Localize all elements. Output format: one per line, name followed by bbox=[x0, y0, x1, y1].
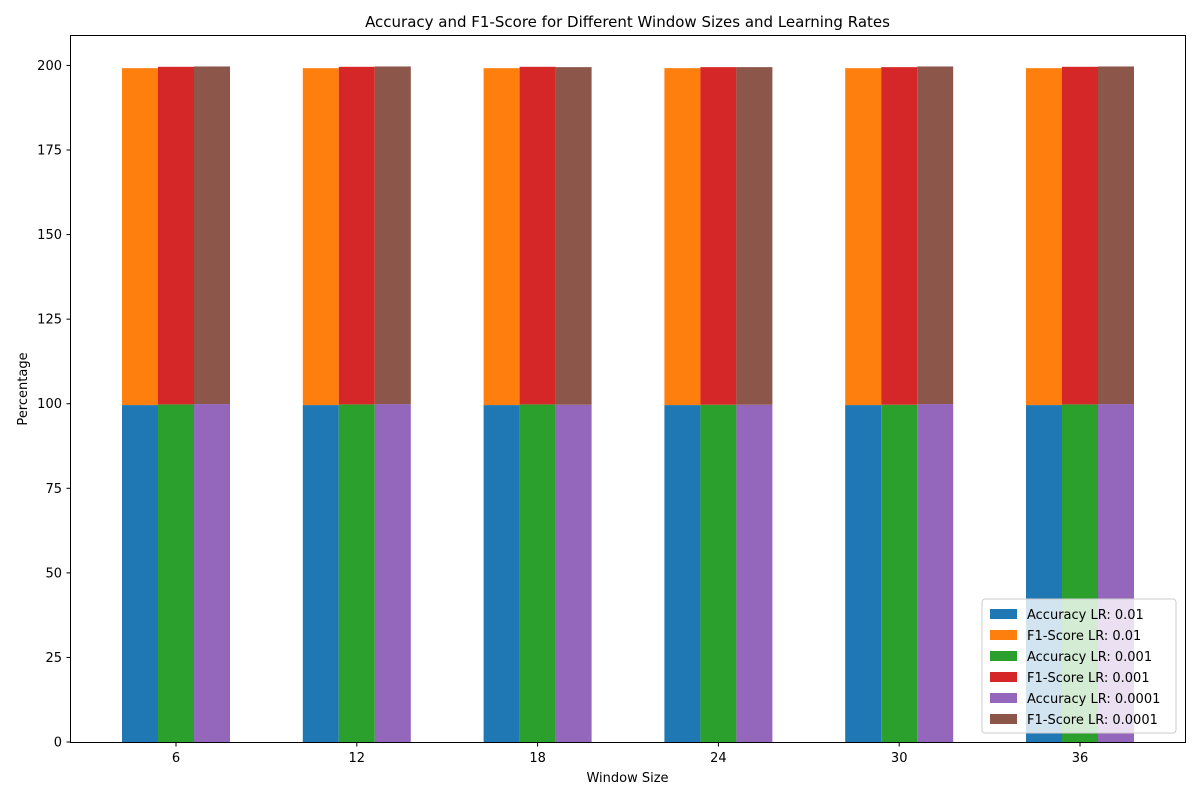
y-tick-label: 100 bbox=[37, 397, 62, 412]
bar-f1-lr-0_001-ws-6 bbox=[158, 66, 194, 405]
legend-swatch bbox=[990, 630, 1017, 640]
x-tick-label: 30 bbox=[891, 751, 908, 766]
bar-accuracy-lr-0_001-ws-18 bbox=[519, 404, 556, 742]
y-tick-label: 75 bbox=[45, 482, 62, 497]
bar-f1-lr-0_01-ws-30 bbox=[845, 68, 882, 406]
y-axis-ticks: 0 25 50 75 100 125 150 175 200 bbox=[37, 59, 71, 751]
x-tick-label: 6 bbox=[172, 751, 180, 766]
bar-accuracy-lr-0_01-ws-18 bbox=[483, 405, 520, 742]
y-tick-label: 175 bbox=[37, 144, 62, 159]
x-axis-label: Window Size bbox=[586, 771, 668, 786]
legend-swatch bbox=[990, 672, 1017, 682]
bar-f1-lr-0_001-ws-18 bbox=[519, 66, 556, 405]
x-tick-label: 24 bbox=[710, 751, 727, 766]
legend: Accuracy LR: 0.01 F1-Score LR: 0.01 Accura… bbox=[981, 598, 1177, 734]
legend-label: Accuracy LR: 0.0001 bbox=[1027, 692, 1160, 707]
bar-f1-lr-0_01-ws-18 bbox=[483, 68, 520, 406]
legend-swatch bbox=[990, 609, 1017, 619]
y-tick-label: 125 bbox=[37, 313, 62, 328]
bar-f1-lr-0_001-ws-36 bbox=[1062, 66, 1098, 405]
bar-accuracy-lr-0_0001-ws-18 bbox=[555, 404, 592, 742]
legend-label: F1-Score LR: 0.0001 bbox=[1027, 713, 1158, 728]
legend-box bbox=[981, 598, 1177, 734]
x-tick-label: 36 bbox=[1072, 751, 1089, 766]
bar-f1-lr-0_0001-ws-36 bbox=[1098, 66, 1134, 405]
bar-accuracy-lr-0_0001-ws-24 bbox=[736, 404, 773, 742]
bar-f1-lr-0_0001-ws-6 bbox=[194, 66, 230, 405]
bar-accuracy-lr-0_0001-ws-6 bbox=[194, 404, 230, 742]
y-tick-label: 50 bbox=[45, 566, 62, 581]
bar-f1-lr-0_0001-ws-24 bbox=[736, 67, 773, 405]
bar-accuracy-lr-0_01-ws-12 bbox=[302, 405, 339, 742]
bar-f1-lr-0_0001-ws-18 bbox=[555, 67, 592, 405]
y-tick-label: 200 bbox=[37, 59, 62, 74]
y-tick-label: 25 bbox=[45, 651, 62, 666]
bar-f1-lr-0_001-ws-30 bbox=[881, 67, 918, 405]
y-tick-label: 150 bbox=[37, 228, 62, 243]
plot-frame bbox=[70, 35, 1186, 743]
bar-f1-lr-0_001-ws-12 bbox=[338, 66, 375, 405]
bar-accuracy-lr-0_01-ws-6 bbox=[122, 405, 158, 742]
bar-f1-lr-0_0001-ws-12 bbox=[374, 66, 411, 405]
legend-swatch bbox=[990, 651, 1017, 661]
legend-label: Accuracy LR: 0.001 bbox=[1027, 650, 1152, 665]
bar-accuracy-lr-0_001-ws-6 bbox=[158, 404, 194, 742]
bar-accuracy-lr-0_001-ws-30 bbox=[881, 404, 918, 742]
legend-swatch bbox=[990, 714, 1017, 724]
bar-f1-lr-0_01-ws-36 bbox=[1026, 68, 1062, 406]
bar-accuracy-lr-0_01-ws-30 bbox=[845, 405, 882, 742]
bar-f1-lr-0_01-ws-24 bbox=[664, 68, 701, 406]
chart-title: Accuracy and F1-Score for Different Wind… bbox=[365, 13, 890, 31]
x-tick-label: 18 bbox=[529, 751, 546, 766]
bar-accuracy-lr-0_001-ws-24 bbox=[700, 404, 737, 742]
bars-group bbox=[122, 66, 1134, 742]
legend-label: Accuracy LR: 0.01 bbox=[1027, 608, 1144, 623]
y-axis-label: Percentage bbox=[16, 352, 31, 425]
legend-label: F1-Score LR: 0.01 bbox=[1027, 629, 1141, 644]
bar-accuracy-lr-0_0001-ws-30 bbox=[917, 404, 954, 742]
bar-accuracy-lr-0_0001-ws-12 bbox=[374, 404, 411, 742]
bar-f1-lr-0_001-ws-24 bbox=[700, 67, 737, 405]
legend-label: F1-Score LR: 0.001 bbox=[1027, 671, 1150, 686]
bar-f1-lr-0_0001-ws-30 bbox=[917, 66, 954, 405]
y-tick-label: 0 bbox=[54, 736, 62, 751]
bar-accuracy-lr-0_001-ws-12 bbox=[338, 404, 375, 742]
legend-swatch bbox=[990, 693, 1017, 703]
bar-f1-lr-0_01-ws-6 bbox=[122, 68, 158, 406]
bar-accuracy-lr-0_01-ws-24 bbox=[664, 405, 701, 742]
x-tick-label: 12 bbox=[349, 751, 366, 766]
x-axis-ticks: 6 12 18 24 30 36 bbox=[172, 742, 1088, 766]
bar-f1-lr-0_01-ws-12 bbox=[302, 68, 339, 406]
